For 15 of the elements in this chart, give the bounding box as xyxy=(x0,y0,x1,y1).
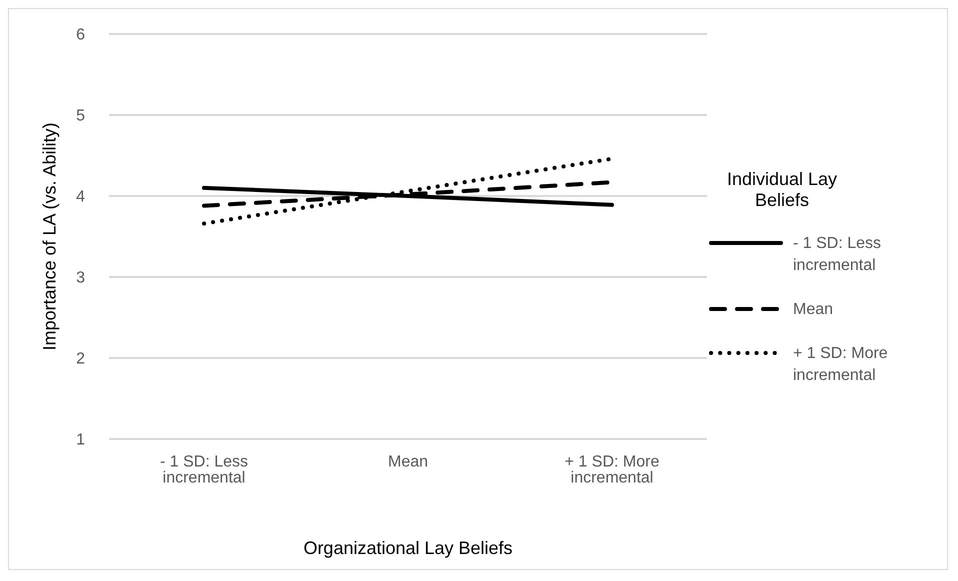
y-tick-label: 3 xyxy=(76,270,86,287)
y-tick-label: 5 xyxy=(76,108,86,125)
y-tick-label: 2 xyxy=(76,350,86,368)
y-tick-label: 1 xyxy=(76,432,86,449)
x-tick-label: + 1 SD: More incremental xyxy=(564,453,660,486)
y-tick-label: 6 xyxy=(76,26,86,44)
y-tick-label: 4 xyxy=(76,188,86,206)
y-axis-title: Importance of LA (vs. Ability) xyxy=(39,122,60,351)
x-axis-title: Organizational Lay Beliefs xyxy=(303,538,513,558)
legend-label: + 1 SD: More incremental xyxy=(793,344,889,386)
x-tick-label: - 1 SD: Less incremental xyxy=(160,453,248,486)
legend-title: Individual Lay Beliefs xyxy=(726,169,838,211)
legend-label: - 1 SD: Less incremental xyxy=(793,234,882,276)
x-tick-label: Mean xyxy=(388,453,428,470)
legend-label: Mean xyxy=(793,300,834,320)
